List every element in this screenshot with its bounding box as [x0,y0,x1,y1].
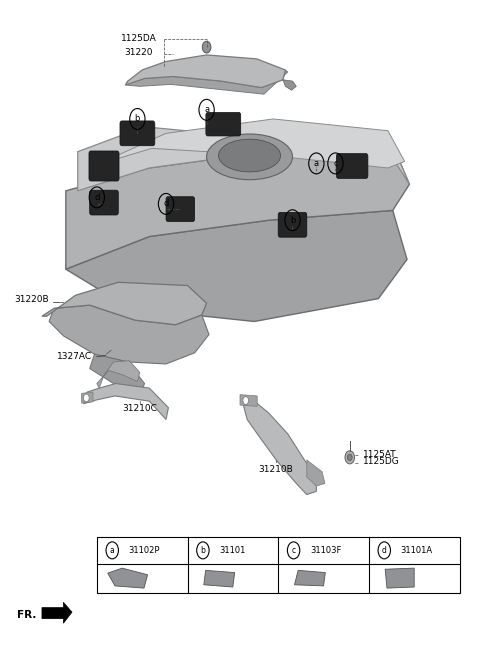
Polygon shape [295,570,325,586]
Text: FR.: FR. [17,611,36,621]
Text: 31102P: 31102P [129,546,160,555]
Polygon shape [125,55,285,88]
Text: c: c [291,546,296,555]
Polygon shape [240,395,257,406]
FancyBboxPatch shape [89,151,119,181]
Text: 31210C: 31210C [122,405,157,413]
Circle shape [202,41,211,53]
Polygon shape [102,119,405,168]
Polygon shape [108,568,148,588]
Text: 31101A: 31101A [401,546,432,555]
Text: 31220B: 31220B [14,295,49,304]
Text: b: b [135,114,140,123]
Circle shape [348,454,352,461]
FancyBboxPatch shape [120,121,155,146]
Polygon shape [42,602,72,623]
Text: a: a [314,159,319,168]
Text: a: a [110,546,115,555]
Polygon shape [84,384,168,419]
Text: d: d [94,193,99,202]
Text: d: d [382,546,387,555]
Circle shape [84,394,89,402]
FancyBboxPatch shape [97,537,459,592]
FancyBboxPatch shape [90,190,118,215]
Polygon shape [307,460,325,486]
Text: 1125DG: 1125DG [363,457,400,466]
Polygon shape [42,282,206,325]
Text: c: c [333,159,338,168]
FancyBboxPatch shape [336,154,368,178]
FancyBboxPatch shape [166,197,195,222]
Polygon shape [242,401,316,495]
Polygon shape [66,211,407,321]
Polygon shape [82,392,93,403]
Text: 1125AT: 1125AT [363,449,397,459]
Polygon shape [66,145,409,269]
Ellipse shape [218,139,281,172]
Text: b: b [201,546,205,555]
Text: 31101: 31101 [219,546,246,555]
Polygon shape [283,80,296,91]
Circle shape [243,397,249,405]
FancyBboxPatch shape [206,112,240,136]
Text: 31103F: 31103F [310,546,341,555]
Text: 31210B: 31210B [258,464,293,474]
Polygon shape [125,70,288,94]
Text: 1125DA: 1125DA [121,34,156,43]
Circle shape [345,451,355,464]
Text: a: a [204,106,209,114]
Polygon shape [385,568,414,588]
Polygon shape [78,127,409,191]
FancyBboxPatch shape [278,213,307,237]
Text: 1327AC: 1327AC [57,352,92,361]
Polygon shape [90,354,144,397]
Text: b: b [290,216,295,225]
Text: d: d [163,199,168,209]
Polygon shape [204,570,235,587]
Ellipse shape [206,134,292,180]
Polygon shape [49,305,209,364]
Text: 31220: 31220 [125,48,153,57]
Polygon shape [97,361,140,388]
